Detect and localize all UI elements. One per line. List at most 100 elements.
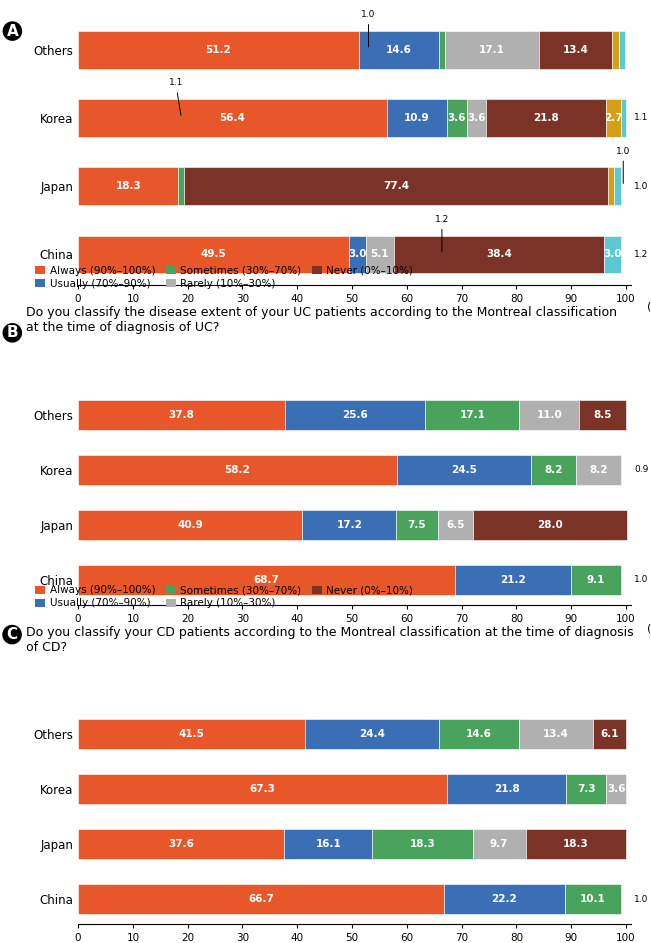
Bar bbox=[439, 31, 445, 69]
X-axis label: (%): (%) bbox=[646, 623, 651, 633]
Bar bbox=[486, 99, 605, 137]
Text: 1.1: 1.1 bbox=[634, 113, 648, 123]
Text: 41.5: 41.5 bbox=[179, 729, 205, 739]
Bar bbox=[454, 565, 571, 595]
Bar bbox=[606, 774, 626, 804]
Bar bbox=[519, 719, 592, 750]
Text: 9.1: 9.1 bbox=[587, 575, 605, 585]
Text: 3.0: 3.0 bbox=[348, 250, 367, 259]
Bar bbox=[445, 31, 539, 69]
Text: 13.4: 13.4 bbox=[562, 44, 589, 55]
Text: 17.2: 17.2 bbox=[337, 520, 362, 530]
Text: 13.4: 13.4 bbox=[543, 729, 569, 739]
Bar bbox=[78, 455, 397, 485]
Text: 3.6: 3.6 bbox=[607, 785, 626, 794]
Text: 58.2: 58.2 bbox=[225, 465, 251, 474]
Text: A: A bbox=[7, 24, 18, 39]
Text: 3.6: 3.6 bbox=[467, 113, 486, 123]
Bar bbox=[437, 509, 473, 540]
Bar bbox=[284, 829, 372, 859]
Text: 8.5: 8.5 bbox=[594, 409, 612, 420]
Bar bbox=[78, 719, 305, 750]
Text: 11.0: 11.0 bbox=[536, 409, 562, 420]
Text: 9.7: 9.7 bbox=[490, 839, 508, 850]
Text: 18.3: 18.3 bbox=[409, 839, 436, 850]
Text: 6.5: 6.5 bbox=[446, 520, 465, 530]
Text: 21.2: 21.2 bbox=[500, 575, 525, 585]
Text: 18.3: 18.3 bbox=[563, 839, 589, 850]
Bar bbox=[439, 719, 519, 750]
Text: 7.3: 7.3 bbox=[577, 785, 596, 794]
Text: C: C bbox=[7, 627, 18, 642]
Text: 18.3: 18.3 bbox=[115, 181, 141, 191]
Text: 1.2: 1.2 bbox=[634, 250, 648, 259]
Text: 10.1: 10.1 bbox=[580, 894, 605, 904]
Text: 1.2: 1.2 bbox=[435, 215, 449, 252]
Text: 0.9: 0.9 bbox=[634, 465, 648, 474]
Text: 21.8: 21.8 bbox=[533, 113, 559, 123]
Bar bbox=[576, 455, 621, 485]
Bar bbox=[571, 565, 620, 595]
Bar bbox=[579, 400, 626, 430]
Text: 1.0: 1.0 bbox=[361, 10, 376, 47]
Bar bbox=[473, 509, 626, 540]
Text: 56.4: 56.4 bbox=[219, 113, 245, 123]
Text: 1.0: 1.0 bbox=[616, 146, 630, 184]
Bar bbox=[285, 400, 426, 430]
Text: 1.0: 1.0 bbox=[634, 182, 648, 190]
Bar bbox=[78, 400, 285, 430]
Text: 16.1: 16.1 bbox=[315, 839, 341, 850]
Bar bbox=[566, 774, 606, 804]
Bar bbox=[397, 455, 531, 485]
Bar bbox=[613, 31, 619, 69]
Bar bbox=[78, 236, 350, 273]
Text: 67.3: 67.3 bbox=[249, 785, 275, 794]
Bar bbox=[467, 99, 486, 137]
Text: 21.8: 21.8 bbox=[493, 785, 519, 794]
Bar bbox=[78, 168, 178, 205]
Text: 22.2: 22.2 bbox=[492, 894, 518, 904]
Bar bbox=[565, 885, 620, 915]
Text: 10.9: 10.9 bbox=[404, 113, 430, 123]
Text: 66.7: 66.7 bbox=[248, 894, 274, 904]
Text: 1.0: 1.0 bbox=[634, 575, 648, 585]
Bar bbox=[78, 99, 387, 137]
Text: 37.8: 37.8 bbox=[169, 409, 195, 420]
Bar bbox=[592, 719, 626, 750]
Text: 24.4: 24.4 bbox=[359, 729, 385, 739]
Bar bbox=[78, 31, 359, 69]
Text: 38.4: 38.4 bbox=[486, 250, 512, 259]
Bar bbox=[605, 99, 620, 137]
Bar bbox=[359, 31, 439, 69]
Bar bbox=[78, 885, 443, 915]
Text: 8.2: 8.2 bbox=[589, 465, 608, 474]
Text: 2.7: 2.7 bbox=[604, 113, 622, 123]
Text: 14.6: 14.6 bbox=[466, 729, 492, 739]
Bar bbox=[443, 885, 565, 915]
Bar bbox=[184, 168, 609, 205]
Text: B: B bbox=[7, 325, 18, 340]
Bar bbox=[396, 509, 437, 540]
Bar bbox=[447, 774, 566, 804]
Text: 25.6: 25.6 bbox=[342, 409, 368, 420]
Bar bbox=[615, 168, 620, 205]
Text: 17.1: 17.1 bbox=[460, 409, 485, 420]
Bar bbox=[447, 99, 467, 137]
Bar bbox=[473, 829, 526, 859]
Bar bbox=[302, 509, 396, 540]
Text: 40.9: 40.9 bbox=[177, 520, 203, 530]
Bar bbox=[78, 509, 302, 540]
Bar bbox=[78, 565, 454, 595]
Text: Do you classify the disease extent of your UC patients according to the Montreal: Do you classify the disease extent of yo… bbox=[25, 306, 616, 335]
Bar bbox=[387, 99, 447, 137]
Bar bbox=[426, 400, 519, 430]
Text: Do you classify your CD patients according to the Montreal classification at the: Do you classify your CD patients accordi… bbox=[25, 626, 633, 653]
Text: 3.0: 3.0 bbox=[603, 250, 622, 259]
Bar bbox=[350, 236, 366, 273]
Text: 7.5: 7.5 bbox=[408, 520, 426, 530]
Text: 49.5: 49.5 bbox=[201, 250, 227, 259]
Bar bbox=[620, 99, 626, 137]
Text: 1.1: 1.1 bbox=[169, 78, 183, 115]
Text: 68.7: 68.7 bbox=[253, 575, 279, 585]
Text: 5.1: 5.1 bbox=[370, 250, 389, 259]
